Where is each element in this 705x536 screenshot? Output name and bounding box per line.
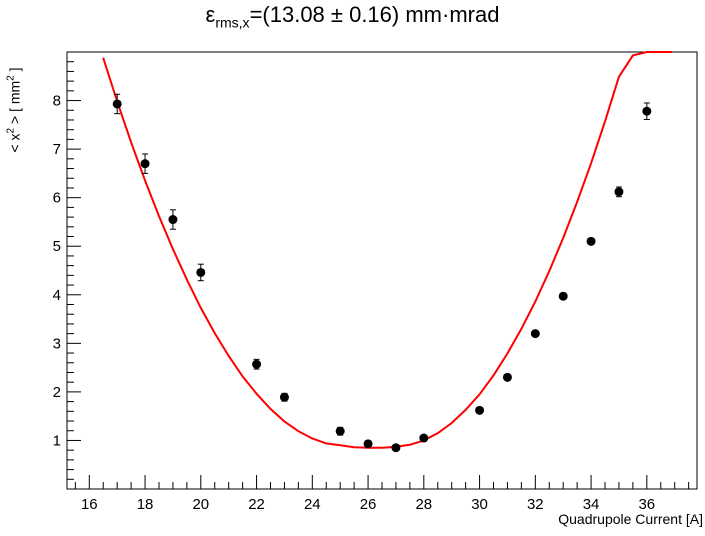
data-point [168,215,178,225]
x-tick-label: 24 [304,496,321,513]
x-tick-label: 22 [248,496,265,513]
x-tick-label: 28 [415,496,432,513]
y-tick-label: 3 [53,335,61,352]
title-subscript: rms,x [215,14,250,31]
chart-title: εrms,x=(13.08 ± 0.16) mm·mrad [0,2,705,30]
title-text: =(13.08 ± 0.16) mm·mrad [249,2,500,27]
data-point [530,329,540,339]
x-tick-label: 30 [471,496,488,513]
data-point [112,99,122,109]
x-tick-label: 20 [192,496,209,513]
data-point [363,439,373,449]
data-point [475,405,485,415]
data-point [614,187,624,197]
data-point [140,159,150,169]
y-tick-label: 7 [53,141,61,158]
title-symbol: ε [205,2,216,27]
plot-frame [66,51,698,490]
data-point [502,372,512,382]
data-point [642,106,652,116]
y-tick-label: 4 [53,287,61,304]
data-point [335,426,345,436]
data-point [558,291,568,301]
x-tick-label: 36 [638,496,655,513]
y-tick-label: 2 [53,384,61,401]
data-point [419,433,429,443]
data-point [279,392,289,402]
data-point [391,443,401,453]
x-tick-label: 34 [583,496,600,513]
data-point [196,267,206,277]
x-tick-label: 32 [527,496,544,513]
data-point [586,236,596,246]
x-tick-label: 26 [360,496,377,513]
y-tick-label: 8 [53,93,61,110]
x-axis-label: Quadrupole Current [A] [558,511,703,527]
y-tick-label: 5 [53,238,61,255]
x-tick-label: 18 [137,496,154,513]
y-tick-label: 6 [53,190,61,207]
fit-curve [102,51,672,449]
x-tick-label: 16 [81,496,98,513]
data-point [252,359,262,369]
y-tick-label: 1 [53,432,61,449]
